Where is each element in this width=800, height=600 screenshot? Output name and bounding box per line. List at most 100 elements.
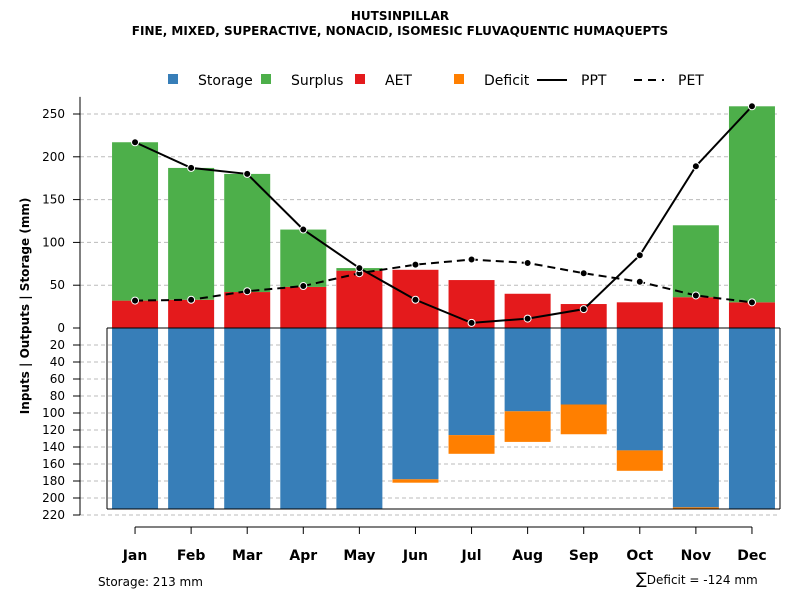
- pet-point-jan: [131, 296, 140, 305]
- deficit-note: ∑Deficit = -124 mm: [636, 569, 758, 588]
- x-tick-label-nov: Nov: [681, 548, 711, 564]
- ppt-point-oct: [635, 251, 644, 260]
- ppt-point-jan: [131, 138, 140, 147]
- surplus-bar-nov: [672, 225, 719, 298]
- x-tick-label-feb: Feb: [177, 548, 206, 564]
- y-tick-label-lower-180: 180: [42, 474, 65, 488]
- deficit-bar-nov: [672, 507, 719, 510]
- legend-label-pet: PET: [678, 73, 704, 89]
- legend-swatch-storage: [168, 74, 178, 84]
- deficit-bar-jun: [392, 479, 439, 483]
- pet-point-dec: [747, 298, 756, 307]
- deficit-note-text: Deficit = -124 mm: [646, 573, 758, 587]
- x-tick-label-sep: Sep: [569, 548, 599, 564]
- legend-label-deficit: Deficit: [484, 73, 530, 89]
- surplus-bar-apr: [280, 229, 327, 287]
- ppt-point-jun: [411, 295, 420, 304]
- pet-point-nov: [691, 291, 700, 300]
- pet-point-sep: [579, 269, 588, 278]
- ppt-point-feb: [187, 163, 196, 172]
- chart-subtitle: FINE, MIXED, SUPERACTIVE, NONACID, ISOME…: [131, 24, 669, 38]
- surplus-bar-feb: [168, 167, 215, 300]
- storage-bar-jun: [392, 328, 439, 480]
- pet-point-feb: [187, 295, 196, 304]
- ppt-point-jul: [467, 318, 476, 327]
- y-axis-title: Inputs | Outputs | Storage (mm): [18, 198, 32, 415]
- y-tick-label-upper-150: 150: [42, 193, 65, 207]
- legend-swatch-deficit: [454, 74, 464, 84]
- legend-swatch-aet: [355, 74, 365, 84]
- deficit-bar-sep: [560, 404, 607, 435]
- storage-bar-jul: [448, 328, 495, 436]
- y-tick-label-lower-20: 20: [50, 338, 65, 352]
- storage-bar-dec: [728, 328, 775, 510]
- deficit-bar-oct: [616, 450, 663, 471]
- legend-swatch-surplus: [261, 74, 271, 84]
- ppt-point-sep: [579, 305, 588, 314]
- x-tick-label-mar: Mar: [232, 548, 262, 564]
- y-tick-label-lower-100: 100: [42, 406, 65, 420]
- y-tick-label-lower-40: 40: [50, 355, 65, 369]
- deficit-bar-jul: [448, 435, 495, 454]
- ppt-point-dec: [747, 102, 756, 111]
- x-tick-label-dec: Dec: [737, 548, 766, 564]
- ppt-point-mar: [243, 169, 252, 178]
- surplus-bar-dec: [728, 106, 775, 303]
- storage-bar-may: [336, 328, 383, 510]
- ppt-point-nov: [691, 162, 700, 171]
- storage-bar-oct: [616, 328, 663, 451]
- y-tick-label-lower-120: 120: [42, 423, 65, 437]
- pet-point-mar: [243, 287, 252, 296]
- y-tick-label-lower-60: 60: [50, 372, 65, 386]
- y-tick-label-upper-50: 50: [50, 278, 65, 292]
- legend-label-aet: AET: [385, 73, 412, 89]
- aet-bar-apr: [280, 286, 327, 328]
- surplus-bar-jan: [112, 142, 159, 301]
- deficit-bar-aug: [504, 411, 551, 442]
- storage-bar-aug: [504, 328, 551, 412]
- y-tick-label-lower-220: 220: [42, 508, 65, 522]
- legend-label-surplus: Surplus: [291, 73, 343, 89]
- y-tick-label-upper-200: 200: [42, 150, 65, 164]
- legend-label-storage: Storage: [198, 73, 253, 89]
- pet-point-jul: [467, 255, 476, 264]
- y-tick-label-upper-250: 250: [42, 107, 65, 121]
- y-tick-label-lower-140: 140: [42, 440, 65, 454]
- storage-bar-apr: [280, 328, 327, 510]
- storage-bar-mar: [224, 328, 271, 510]
- storage-bar-sep: [560, 328, 607, 405]
- pet-point-apr: [299, 282, 308, 291]
- x-tick-label-jan: Jan: [122, 548, 148, 564]
- storage-note: Storage: 213 mm: [98, 575, 203, 589]
- sum-symbol: ∑: [636, 569, 647, 588]
- ppt-point-apr: [299, 225, 308, 234]
- x-tick-label-may: May: [343, 548, 375, 564]
- chart-title: HUTSINPILLAR: [350, 9, 450, 23]
- storage-bar-feb: [168, 328, 215, 510]
- aet-bar-sep: [560, 304, 607, 328]
- storage-bar-jan: [112, 328, 159, 510]
- y-tick-label-lower-80: 80: [50, 389, 65, 403]
- surplus-bar-mar: [224, 173, 271, 293]
- y-tick-label-upper-100: 100: [42, 235, 65, 249]
- aet-bar-mar: [224, 292, 271, 328]
- aet-bar-dec: [728, 302, 775, 328]
- ppt-point-may: [355, 264, 364, 273]
- aet-bar-may: [336, 270, 383, 328]
- x-tick-label-oct: Oct: [626, 548, 653, 564]
- legend-label-ppt: PPT: [581, 73, 607, 89]
- aet-bar-aug: [504, 293, 551, 328]
- y-tick-label-lower-160: 160: [42, 457, 65, 471]
- x-tick-label-jun: Jun: [402, 548, 428, 564]
- pet-point-aug: [523, 258, 532, 267]
- aet-bar-jan: [112, 300, 159, 328]
- pet-point-oct: [635, 277, 644, 286]
- pet-point-jun: [411, 260, 420, 269]
- x-tick-label-apr: Apr: [289, 548, 317, 564]
- aet-bar-oct: [616, 302, 663, 328]
- aet-bar-feb: [168, 299, 215, 328]
- x-tick-label-aug: Aug: [512, 548, 543, 564]
- aet-bar-nov: [672, 297, 719, 328]
- x-tick-label-jul: Jul: [461, 548, 482, 564]
- storage-bar-nov: [672, 328, 719, 508]
